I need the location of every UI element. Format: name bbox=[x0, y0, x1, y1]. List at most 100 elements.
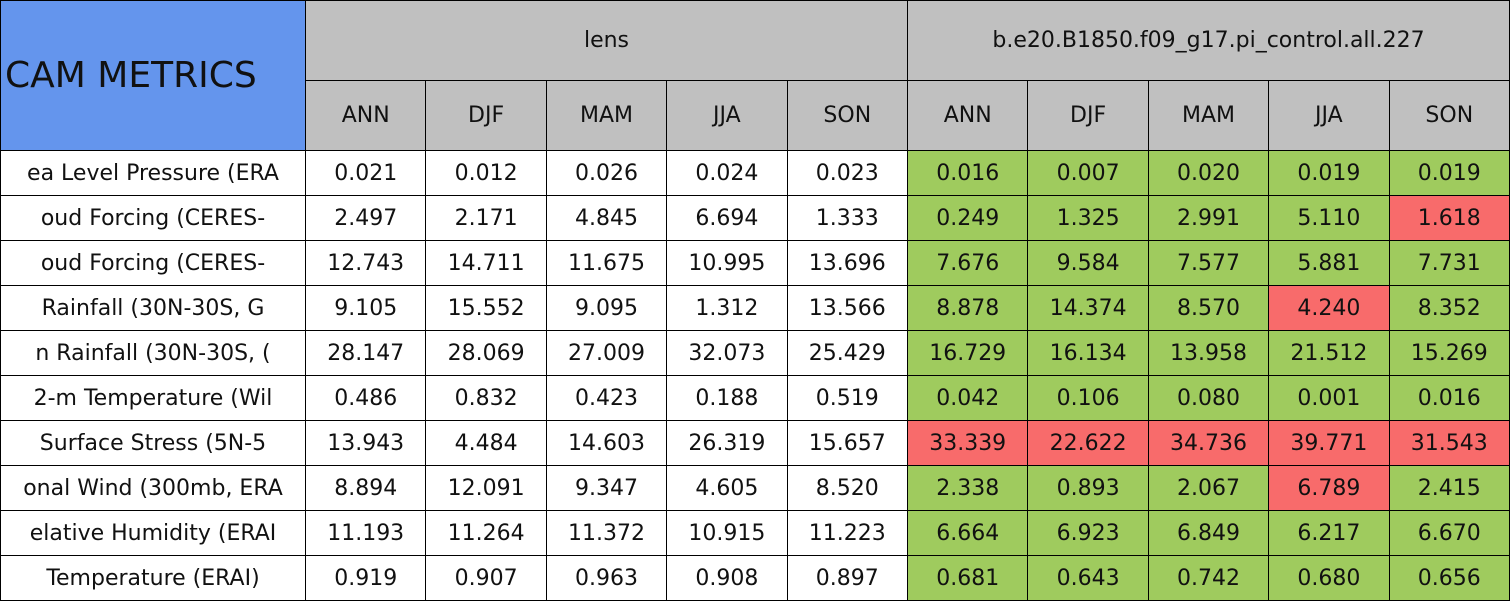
metric-value: 0.897 bbox=[786, 555, 909, 601]
metric-value: 0.016 bbox=[906, 150, 1029, 196]
metric-value: 5.881 bbox=[1268, 240, 1390, 286]
metric-label: onal Wind (300mb, ERA bbox=[0, 465, 306, 511]
metric-value: 0.024 bbox=[666, 150, 788, 196]
metric-value: 8.352 bbox=[1388, 285, 1510, 331]
metric-value: 0.680 bbox=[1268, 555, 1390, 601]
metric-value: 2.991 bbox=[1147, 195, 1270, 241]
metric-value: 16.134 bbox=[1027, 330, 1149, 376]
metric-value: 31.543 bbox=[1388, 420, 1510, 466]
metric-value: 0.908 bbox=[666, 555, 788, 601]
metric-value: 2.171 bbox=[425, 195, 547, 241]
metric-value: 6.923 bbox=[1027, 510, 1149, 556]
metric-value: 9.105 bbox=[304, 285, 427, 331]
metric-row: oud Forcing (CERES- 12.743 14.711 11.675 10.… bbox=[0, 240, 1510, 286]
metric-value: 21.512 bbox=[1268, 330, 1390, 376]
metric-value: 7.577 bbox=[1147, 240, 1270, 286]
group-header: lens bbox=[305, 0, 908, 81]
metric-value: 0.106 bbox=[1027, 375, 1149, 421]
metric-value: 6.789 bbox=[1268, 465, 1390, 511]
metric-value: 11.675 bbox=[545, 240, 668, 286]
metric-value: 11.223 bbox=[786, 510, 909, 556]
metric-value: 6.217 bbox=[1268, 510, 1390, 556]
metric-value: 1.618 bbox=[1388, 195, 1510, 241]
metric-value: 4.240 bbox=[1268, 285, 1390, 331]
metric-value: 26.319 bbox=[666, 420, 788, 466]
metric-value: 2.415 bbox=[1388, 465, 1510, 511]
metric-value: 11.372 bbox=[545, 510, 668, 556]
metric-value: 15.657 bbox=[786, 420, 909, 466]
metric-value: 28.147 bbox=[304, 330, 427, 376]
metric-value: 0.832 bbox=[425, 375, 547, 421]
metric-value: 0.020 bbox=[1147, 150, 1270, 196]
metric-row: n Rainfall (30N-30S, (28.147 28.069 27.009… bbox=[0, 330, 1510, 376]
metric-value: 32.073 bbox=[666, 330, 788, 376]
season-header: JJA bbox=[1268, 80, 1390, 151]
metric-value: 0.742 bbox=[1147, 555, 1270, 601]
metric-value: 0.021 bbox=[304, 150, 427, 196]
metric-value: 14.603 bbox=[545, 420, 668, 466]
metric-value: 39.771 bbox=[1268, 420, 1390, 466]
season-header: ANN bbox=[906, 80, 1029, 151]
season-header-row: ANN DJF MAM JJA SON ANN DJF MAM JJA SON bbox=[1, 80, 1510, 151]
metric-row: 2-m Temperature (Wil 0.486 0.832 0.423 0.188… bbox=[0, 375, 1510, 421]
table-title: CAM METRICS bbox=[0, 0, 306, 151]
metric-value: 13.958 bbox=[1147, 330, 1270, 376]
metric-label: ea Level Pressure (ERA bbox=[0, 150, 306, 196]
metric-row: oud Forcing (CERES- 2.497 2.171 4.845 6.694 1… bbox=[0, 195, 1510, 241]
metric-value: 16.729 bbox=[906, 330, 1029, 376]
metric-value: 33.339 bbox=[906, 420, 1029, 466]
metric-value: 34.736 bbox=[1147, 420, 1270, 466]
metric-value: 11.264 bbox=[425, 510, 547, 556]
metric-label: oud Forcing (CERES- bbox=[0, 195, 306, 241]
metric-value: 13.696 bbox=[786, 240, 909, 286]
group-header-row: CAM METRICS lens b.e20.B1850.f09_g17.pi_co… bbox=[0, 0, 1510, 151]
metric-value: 14.711 bbox=[425, 240, 547, 286]
metric-row: Temperature (ERAI) 0.919 0.907 0.963 0.908 0.… bbox=[0, 555, 1510, 601]
metric-value: 6.670 bbox=[1388, 510, 1510, 556]
metric-value: 8.878 bbox=[906, 285, 1029, 331]
metric-value: 12.743 bbox=[304, 240, 427, 286]
metric-value: 0.026 bbox=[545, 150, 668, 196]
metric-row: Surface Stress (5N-5 13.943 4.484 14.603 26.… bbox=[0, 420, 1510, 466]
metric-value: 0.016 bbox=[1388, 375, 1510, 421]
season-header: MAM bbox=[1147, 80, 1270, 151]
metric-value: 15.552 bbox=[425, 285, 547, 331]
group-header: b.e20.B1850.f09_g17.pi_control.all.227 bbox=[906, 0, 1510, 81]
metric-value: 8.520 bbox=[786, 465, 909, 511]
metric-value: 4.484 bbox=[425, 420, 547, 466]
metric-value: 0.423 bbox=[545, 375, 668, 421]
metric-value: 0.012 bbox=[425, 150, 547, 196]
season-header: JJA bbox=[666, 80, 788, 151]
metric-value: 0.643 bbox=[1027, 555, 1149, 601]
metric-value: 2.338 bbox=[906, 465, 1029, 511]
metric-value: 27.009 bbox=[545, 330, 668, 376]
metric-row: Rainfall (30N-30S, G 9.105 15.552 9.095 1.31… bbox=[0, 285, 1510, 331]
metric-row: ea Level Pressure (ERA 0.021 0.012 0.026 0.0… bbox=[0, 150, 1510, 196]
metric-value: 4.605 bbox=[666, 465, 788, 511]
metric-value: 4.845 bbox=[545, 195, 668, 241]
metric-value: 28.069 bbox=[425, 330, 547, 376]
metric-value: 13.943 bbox=[304, 420, 427, 466]
metric-label: Temperature (ERAI) bbox=[0, 555, 306, 601]
metric-value: 0.656 bbox=[1388, 555, 1510, 601]
metric-value: 0.001 bbox=[1268, 375, 1390, 421]
metric-value: 0.019 bbox=[1268, 150, 1390, 196]
metric-row: elative Humidity (ERAI 11.193 11.264 11.372… bbox=[0, 510, 1510, 556]
metric-value: 13.566 bbox=[786, 285, 909, 331]
metric-label: oud Forcing (CERES- bbox=[0, 240, 306, 286]
metric-value: 15.269 bbox=[1388, 330, 1510, 376]
metric-value: 0.007 bbox=[1027, 150, 1149, 196]
metric-value: 0.963 bbox=[545, 555, 668, 601]
metric-value: 2.067 bbox=[1147, 465, 1270, 511]
metric-value: 0.042 bbox=[906, 375, 1029, 421]
metric-label: n Rainfall (30N-30S, ( bbox=[0, 330, 306, 376]
metric-value: 7.731 bbox=[1388, 240, 1510, 286]
metric-value: 2.497 bbox=[304, 195, 427, 241]
metric-value: 0.188 bbox=[666, 375, 788, 421]
metric-value: 25.429 bbox=[786, 330, 909, 376]
metric-value: 0.919 bbox=[304, 555, 427, 601]
metric-value: 9.347 bbox=[545, 465, 668, 511]
season-header: DJF bbox=[425, 80, 547, 151]
